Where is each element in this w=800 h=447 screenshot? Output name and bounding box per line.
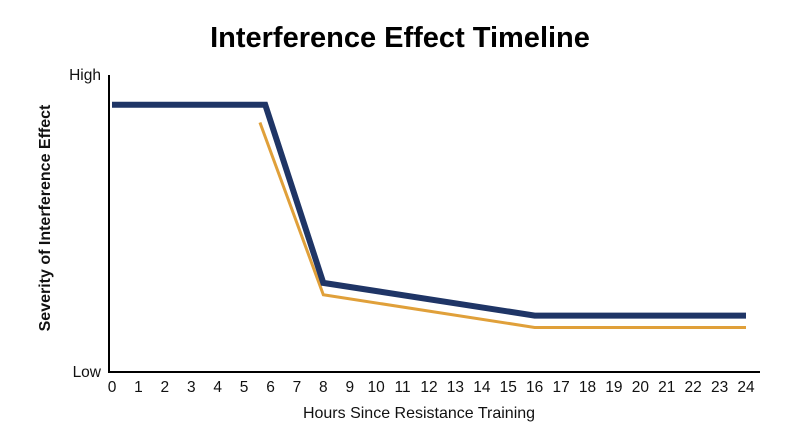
series-line-primary bbox=[112, 101, 746, 319]
x-tick-label: 0 bbox=[108, 379, 117, 396]
x-tick-label: 17 bbox=[552, 379, 569, 396]
x-tick-label: 18 bbox=[579, 379, 596, 396]
y-tick-label-high: High bbox=[69, 67, 101, 84]
x-tick-label: 16 bbox=[526, 379, 543, 396]
x-tick-label: 13 bbox=[447, 379, 464, 396]
x-tick-label: 8 bbox=[319, 379, 328, 396]
chart-title: Interference Effect Timeline bbox=[210, 22, 590, 54]
x-tick-label: 10 bbox=[368, 379, 386, 396]
x-tick-label: 2 bbox=[161, 379, 170, 396]
x-tick-label: 1 bbox=[134, 379, 143, 396]
series-layer bbox=[112, 101, 746, 329]
series-line-secondary bbox=[258, 122, 746, 329]
x-tick-label: 21 bbox=[658, 379, 675, 396]
axes bbox=[108, 75, 760, 373]
y-tick-label-low: Low bbox=[73, 364, 102, 381]
y-tick-labels: High Low bbox=[69, 67, 102, 381]
x-tick-label: 22 bbox=[685, 379, 702, 396]
x-axis-label: Hours Since Resistance Training bbox=[303, 405, 535, 422]
x-tick-label: 9 bbox=[345, 379, 354, 396]
x-tick-label: 12 bbox=[420, 379, 437, 396]
x-tick-label: 15 bbox=[500, 379, 517, 396]
x-tick-label: 24 bbox=[737, 379, 755, 396]
x-tick-label: 23 bbox=[711, 379, 728, 396]
x-tick-label: 11 bbox=[395, 379, 411, 396]
x-tick-label: 7 bbox=[293, 379, 302, 396]
y-axis-label: Severity of Interference Effect bbox=[37, 104, 54, 331]
x-tick-labels: 0 1 2 3 4 5 6 7 8 9 10 11 12 13 14 15 16 17 18 19 20 21 22 23 24 bbox=[108, 379, 755, 396]
x-tick-label: 19 bbox=[605, 379, 622, 396]
x-tick-label: 4 bbox=[213, 379, 222, 396]
x-tick-label: 3 bbox=[187, 379, 196, 396]
x-tick-label: 20 bbox=[632, 379, 650, 396]
x-tick-label: 5 bbox=[240, 379, 249, 396]
x-tick-label: 6 bbox=[266, 379, 275, 396]
x-tick-label: 14 bbox=[473, 379, 491, 396]
